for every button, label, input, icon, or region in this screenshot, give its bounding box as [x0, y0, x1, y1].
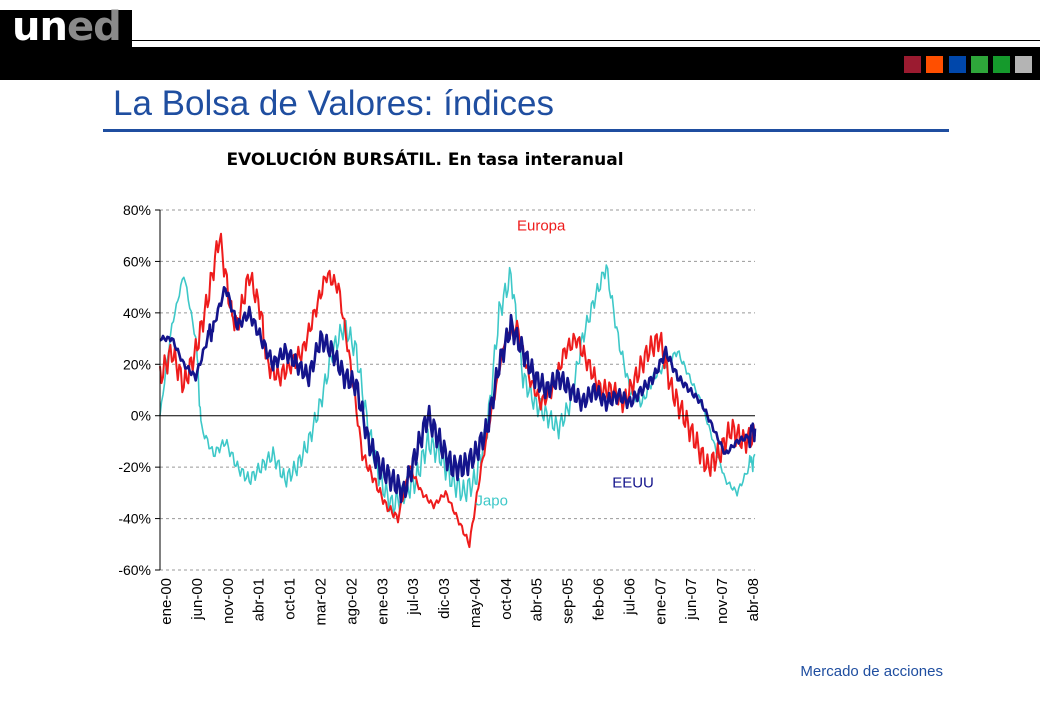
x-tick-label: oct-01 — [282, 578, 299, 620]
y-tick-label: 0% — [131, 408, 151, 424]
x-tick-label: mar-02 — [313, 578, 330, 626]
color-square-6 — [1015, 56, 1032, 73]
x-tick-label: jul-06 — [621, 578, 638, 616]
annotation-japo: Japo — [475, 493, 508, 510]
annotation-europa: Europa — [517, 218, 566, 235]
color-square-4 — [971, 56, 988, 73]
series-line-europa — [159, 232, 756, 549]
y-tick-label: 20% — [123, 356, 151, 372]
color-square-2 — [926, 56, 943, 73]
x-tick-label: feb-06 — [591, 578, 608, 621]
x-tick-label: abr-05 — [529, 578, 546, 621]
color-square-3 — [949, 56, 966, 73]
x-tick-label: abr-08 — [745, 578, 762, 621]
annotations: Europa Japo EEUU — [475, 218, 653, 510]
y-tick-label: 60% — [123, 253, 151, 269]
y-tick-label: -20% — [118, 459, 151, 475]
title-underline — [103, 129, 949, 132]
y-tick-label: -60% — [118, 562, 151, 578]
x-tick-label: jun-00 — [189, 578, 206, 621]
footer-label: Mercado de acciones — [800, 663, 943, 680]
header-bar: uned — [0, 0, 1040, 80]
y-tick-label: 80% — [123, 202, 151, 218]
page-title: La Bolsa de Valores: índices — [113, 84, 555, 123]
x-tick-label: dic-03 — [436, 578, 453, 619]
header-top-rule — [132, 40, 1040, 41]
annotation-eeuu: EEUU — [612, 475, 654, 492]
x-tick-label: ene-07 — [652, 578, 669, 625]
x-tick-label: nov-07 — [714, 578, 731, 624]
x-tick-label: oct-04 — [498, 578, 515, 620]
x-tick-label: jun-07 — [683, 578, 700, 621]
x-tick-label: nov-00 — [220, 578, 237, 624]
x-tick-label: may-04 — [467, 578, 484, 628]
color-square-5 — [993, 56, 1010, 73]
x-tick-label: ago-02 — [343, 578, 360, 625]
x-tick-label: sep-05 — [560, 578, 577, 624]
y-tick-label: 40% — [123, 305, 151, 321]
logo-text-un: un — [12, 4, 68, 50]
y-tick-label: -40% — [118, 511, 151, 527]
series-line-eeuu — [159, 285, 757, 504]
chart-title: EVOLUCIÓN BURSÁTIL. En tasa interanual — [226, 148, 623, 170]
logo-text-ed: ed — [66, 4, 122, 50]
x-tick-label: abr-01 — [251, 578, 268, 621]
series-lines — [159, 232, 757, 549]
uned-logo: uned — [0, 4, 132, 50]
x-tick-label: ene-03 — [374, 578, 391, 625]
x-tick-label: ene-00 — [158, 578, 175, 625]
x-tick-label: jul-03 — [405, 578, 422, 616]
header-black-band — [0, 47, 1040, 80]
logo-wordmark: uned — [12, 4, 122, 50]
axes: 80% 60% 40% 20% 0% -20% -40% -60% ene-00 jun-00 no… — [118, 202, 762, 628]
color-square-1 — [904, 56, 921, 73]
